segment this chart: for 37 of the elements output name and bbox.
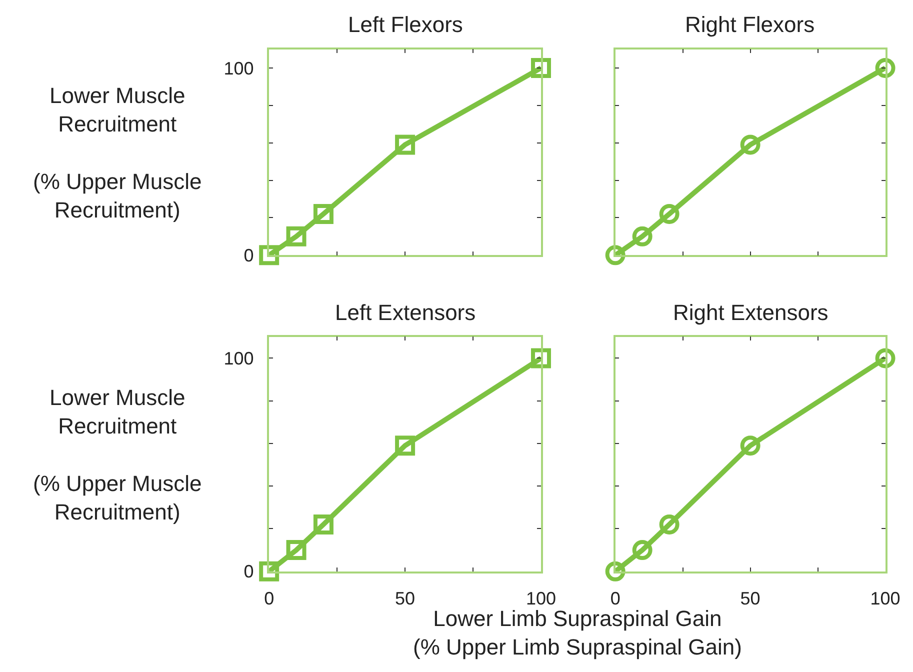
x-tick-label: 100 — [526, 588, 556, 609]
chart-title: Left Flexors — [348, 12, 463, 37]
point — [313, 514, 334, 534]
point — [605, 245, 626, 266]
chart-title: Right Flexors — [685, 12, 815, 37]
x-tick-label: 50 — [740, 588, 760, 609]
x-tick-label: 0 — [610, 588, 620, 609]
point — [740, 134, 760, 155]
y-tick-label: 0 — [244, 562, 254, 582]
point — [530, 348, 551, 368]
point — [395, 134, 416, 155]
point — [313, 204, 334, 224]
point — [530, 58, 551, 78]
point — [259, 561, 280, 582]
point — [632, 540, 652, 560]
point — [605, 561, 626, 582]
point — [659, 204, 680, 224]
point — [259, 245, 280, 266]
point — [632, 226, 652, 246]
point — [659, 514, 680, 534]
text: Lower Muscle Recruitment (% Upper Muscle Recruitment) — [33, 83, 202, 222]
point — [395, 436, 416, 456]
point — [875, 58, 896, 78]
text: Lower Muscle Recruitment (% Upper Muscle Recruitment) — [33, 385, 202, 524]
chart-title: Left Extensors — [335, 300, 476, 325]
y-tick-label: 100 — [224, 348, 254, 369]
y-tick-label: 0 — [244, 245, 254, 266]
x-axis-title: Lower Limb Supraspinal Gain (% Upper Limb Supraspinal Gain) — [413, 606, 742, 660]
point — [286, 226, 306, 246]
y-tick-label: 100 — [224, 58, 254, 78]
point — [740, 436, 760, 456]
point — [875, 348, 896, 368]
x-tick-label: 50 — [395, 588, 416, 609]
chart-title: Right Extensors — [673, 300, 828, 325]
x-tick-label: 0 — [264, 588, 274, 609]
x-tick-label: 100 — [870, 588, 900, 609]
point — [286, 540, 306, 560]
